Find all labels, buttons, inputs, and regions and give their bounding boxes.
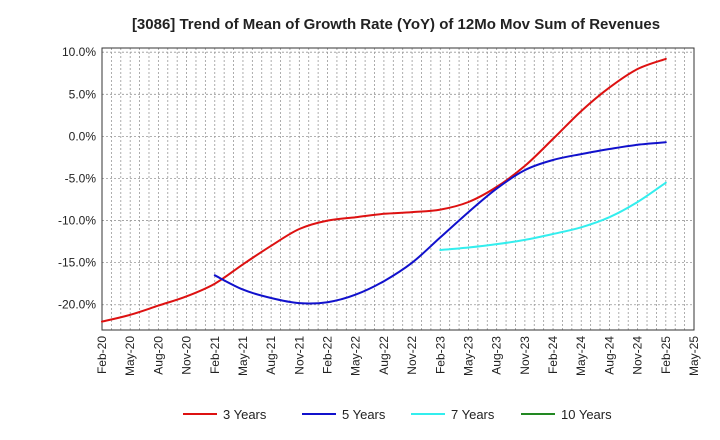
x-tick-label: Nov-21 (292, 336, 306, 375)
x-tick-label: May-25 (687, 336, 701, 376)
y-tick-label: -15.0% (58, 256, 96, 270)
x-tick-label: Aug-24 (602, 336, 616, 375)
y-tick-label: -20.0% (58, 298, 96, 312)
y-tick-label: 0.0% (69, 129, 97, 143)
x-tick-label: Nov-20 (180, 336, 194, 375)
series-line-7-years (439, 181, 667, 251)
x-tick-label: Nov-24 (631, 336, 645, 375)
x-tick-label: Aug-21 (264, 336, 278, 375)
x-tick-label: May-21 (236, 336, 250, 376)
x-tick-label: Nov-23 (518, 336, 532, 375)
x-tick-label: Feb-23 (433, 336, 447, 374)
x-tick-label: May-24 (574, 336, 588, 376)
x-tick-label: May-20 (123, 336, 137, 376)
series-line-3-years (101, 57, 667, 323)
x-tick-label: Feb-25 (659, 336, 673, 374)
x-tick-label: Aug-20 (151, 336, 165, 375)
x-tick-label: May-23 (461, 336, 475, 376)
chart-title: [3086] Trend of Mean of Growth Rate (YoY… (132, 16, 660, 33)
x-tick-label: Feb-22 (321, 336, 335, 374)
x-tick-label: Feb-21 (208, 336, 222, 374)
y-tick-label: 10.0% (62, 45, 96, 59)
y-axis: 10.0% 5.0% 0.0% -5.0% -10.0% -15.0% -20.0% (58, 45, 96, 312)
series-line-5-years (213, 141, 667, 305)
legend-label: 10 Years (561, 407, 612, 422)
x-tick-label: Feb-20 (95, 336, 109, 374)
x-tick-label: Aug-23 (490, 336, 504, 375)
y-tick-label: -10.0% (58, 214, 96, 228)
y-tick-label: -5.0% (65, 171, 97, 185)
x-tick-label: May-22 (349, 336, 363, 376)
x-axis: Feb-20 May-20 Aug-20 Nov-20 Feb-21 May-21 Aug-… (95, 336, 701, 376)
legend-label: 5 Years (342, 407, 386, 422)
grid (101, 48, 695, 330)
x-tick-label: Nov-22 (405, 336, 419, 375)
plot-frame (101, 47, 695, 331)
legend-label: 7 Years (451, 407, 495, 422)
legend: 3 Years 5 Years 7 Years 10 Years (183, 407, 612, 422)
legend-label: 3 Years (223, 407, 267, 422)
series-lines (101, 57, 667, 323)
x-tick-label: Aug-22 (377, 336, 391, 375)
y-tick-label: 5.0% (69, 87, 97, 101)
x-tick-label: Feb-24 (546, 336, 560, 374)
